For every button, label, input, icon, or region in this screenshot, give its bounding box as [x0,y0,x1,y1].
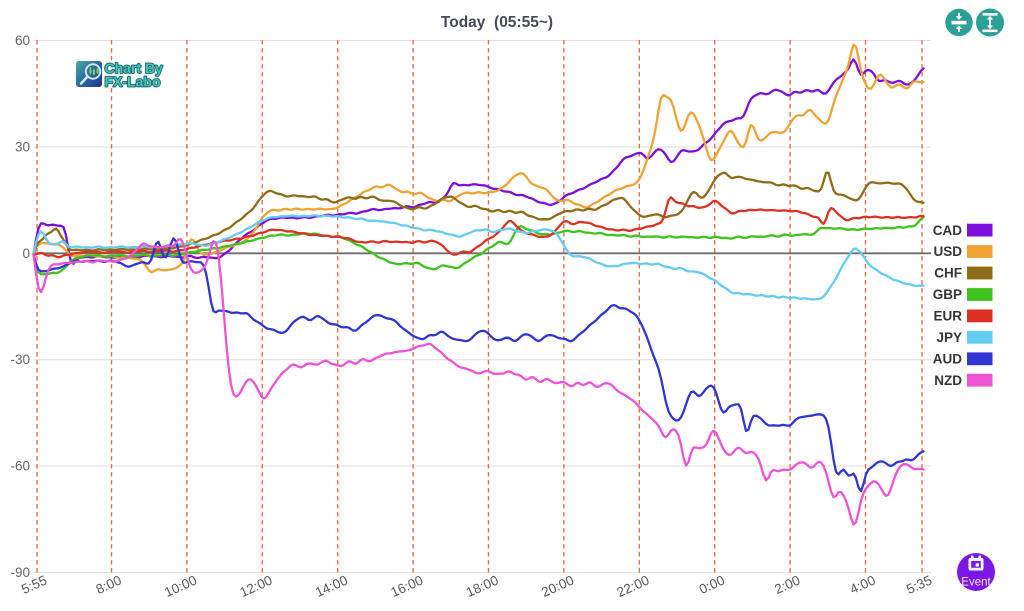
svg-text:Chart By: Chart By [105,60,164,76]
svg-text:30: 30 [15,139,30,154]
svg-text:CHF: CHF [934,266,962,281]
svg-text:GBP: GBP [933,287,962,302]
svg-text:FX-Labo: FX-Labo [105,74,161,90]
svg-text:USD: USD [933,244,962,259]
svg-text:Today (05:55~): Today (05:55~) [441,14,553,31]
svg-text:Chart By: Chart By [105,60,164,76]
svg-text:0: 0 [22,246,30,261]
svg-text:-90: -90 [10,565,30,580]
svg-text:JPY: JPY [936,330,962,345]
svg-text:NZD: NZD [934,373,962,388]
svg-text:-30: -30 [10,352,30,367]
svg-text:CAD: CAD [933,223,962,238]
svg-text:FX-Labo: FX-Labo [105,74,161,90]
svg-text:60: 60 [15,33,30,48]
svg-text:Chart By: Chart By [105,60,164,76]
svg-text:Event: Event [961,577,991,589]
svg-text:EUR: EUR [933,309,962,324]
svg-text:-60: -60 [10,459,30,474]
svg-text:FX-Labo: FX-Labo [105,74,161,90]
svg-text:AUD: AUD [933,352,962,367]
